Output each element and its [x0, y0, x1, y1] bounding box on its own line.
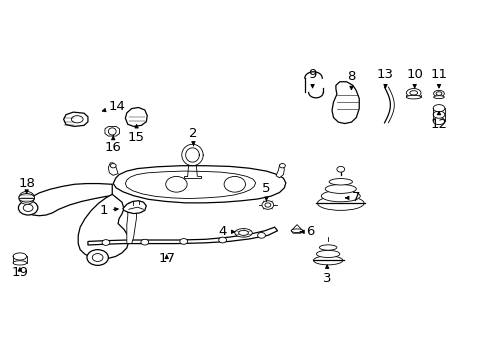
Text: 15: 15	[128, 125, 145, 144]
Text: 16: 16	[104, 136, 122, 154]
Polygon shape	[331, 82, 359, 123]
Ellipse shape	[87, 249, 108, 265]
Text: 19: 19	[11, 266, 28, 279]
Text: 8: 8	[346, 70, 355, 90]
Ellipse shape	[141, 239, 148, 245]
Ellipse shape	[321, 190, 360, 202]
Polygon shape	[125, 171, 255, 199]
Text: 3: 3	[322, 265, 331, 285]
Ellipse shape	[262, 201, 273, 209]
Text: 17: 17	[158, 252, 175, 265]
Polygon shape	[126, 203, 136, 244]
Ellipse shape	[19, 201, 38, 215]
Polygon shape	[108, 163, 118, 175]
Ellipse shape	[409, 91, 417, 95]
Ellipse shape	[435, 92, 441, 95]
Ellipse shape	[218, 237, 226, 243]
Text: 13: 13	[376, 68, 393, 88]
Polygon shape	[122, 201, 146, 213]
Ellipse shape	[257, 233, 265, 238]
Text: 18: 18	[18, 177, 35, 193]
Ellipse shape	[92, 253, 103, 261]
Ellipse shape	[71, 116, 83, 123]
Polygon shape	[105, 126, 119, 136]
Ellipse shape	[238, 230, 248, 235]
Ellipse shape	[432, 105, 444, 112]
Ellipse shape	[234, 229, 252, 237]
Ellipse shape	[317, 196, 364, 210]
Ellipse shape	[432, 117, 444, 125]
Polygon shape	[88, 227, 277, 245]
Text: 5: 5	[262, 183, 270, 201]
Ellipse shape	[180, 239, 187, 244]
Ellipse shape	[19, 192, 34, 204]
Ellipse shape	[110, 163, 116, 168]
Text: 1: 1	[99, 204, 118, 217]
Ellipse shape	[264, 203, 270, 207]
Text: 4: 4	[218, 225, 234, 238]
Polygon shape	[63, 112, 88, 126]
Ellipse shape	[313, 256, 342, 265]
Text: 6: 6	[300, 225, 314, 238]
Ellipse shape	[108, 128, 116, 135]
Ellipse shape	[13, 261, 27, 265]
Polygon shape	[290, 225, 302, 233]
Ellipse shape	[279, 163, 285, 168]
Polygon shape	[276, 164, 284, 178]
Ellipse shape	[433, 90, 444, 97]
Ellipse shape	[325, 184, 356, 193]
Ellipse shape	[336, 166, 344, 172]
Polygon shape	[25, 184, 112, 216]
Text: 11: 11	[429, 68, 447, 88]
Text: 2: 2	[189, 127, 197, 146]
Ellipse shape	[319, 245, 336, 250]
Polygon shape	[78, 194, 128, 258]
Ellipse shape	[290, 229, 302, 233]
Text: 9: 9	[308, 68, 316, 88]
Text: 14: 14	[102, 100, 125, 113]
Polygon shape	[113, 166, 285, 203]
Ellipse shape	[432, 111, 444, 118]
Ellipse shape	[19, 194, 34, 202]
Ellipse shape	[328, 179, 352, 185]
Ellipse shape	[316, 250, 339, 257]
Ellipse shape	[406, 89, 420, 97]
Ellipse shape	[406, 95, 420, 99]
Ellipse shape	[165, 176, 187, 192]
Text: 12: 12	[429, 112, 447, 131]
Ellipse shape	[102, 240, 110, 246]
Ellipse shape	[13, 253, 27, 260]
Text: 7: 7	[345, 192, 360, 204]
Text: 10: 10	[406, 68, 422, 88]
Ellipse shape	[23, 204, 33, 211]
Ellipse shape	[224, 176, 245, 192]
Ellipse shape	[433, 96, 444, 99]
Polygon shape	[125, 108, 147, 126]
